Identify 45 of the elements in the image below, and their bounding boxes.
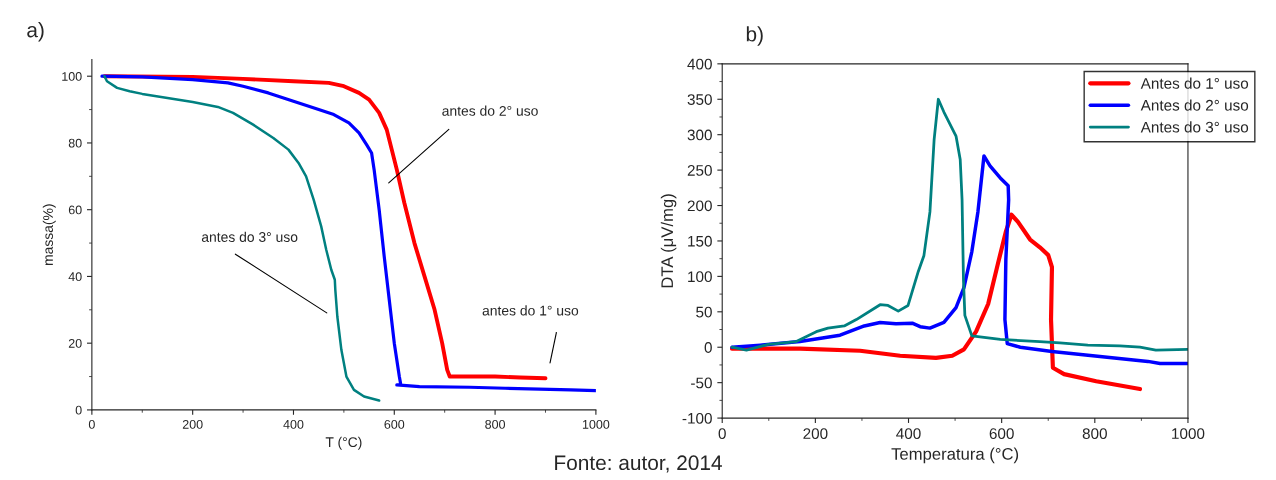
- chart-title: a): [27, 22, 44, 42]
- y-tick-label: 60: [68, 205, 82, 215]
- y-tick-label: 150: [688, 235, 712, 247]
- y-tick-label: 350: [687, 94, 712, 105]
- y-axis-title: massa(%): [42, 204, 56, 266]
- x-tick-label: 1000: [1172, 428, 1205, 440]
- x-tick-label: 200: [803, 428, 828, 440]
- y-tick-label: 20: [68, 338, 82, 348]
- x-tick-label: 800: [485, 419, 506, 429]
- x-tick-label: 400: [283, 419, 304, 429]
- y-tick-label: 300: [687, 129, 712, 141]
- y-tick-label: -100: [682, 412, 712, 424]
- y-tick-label: 100: [688, 271, 712, 283]
- line-series: [729, 212, 1143, 392]
- annotation: antes do 3° uso: [201, 231, 298, 242]
- x-tick-label: 600: [989, 428, 1014, 440]
- chart-title: b): [746, 26, 763, 46]
- y-tick-label: 100: [62, 72, 82, 81]
- source-note: Fonte: autor, 2014: [555, 455, 722, 473]
- y-tick-label: 80: [68, 138, 82, 148]
- annotation: antes do 2° uso: [442, 105, 538, 116]
- x-tick-label: 400: [896, 428, 921, 440]
- x-tick-label: 200: [182, 419, 203, 429]
- annotation: antes do 1° uso: [482, 305, 579, 316]
- x-axis-title: Temperatura (°C): [891, 447, 1019, 464]
- y-tick-label: 50: [696, 306, 712, 318]
- x-tick-label: 800: [1082, 428, 1107, 440]
- y-tick-label: 40: [68, 272, 82, 282]
- legend-label: Antes do 1° uso: [1140, 77, 1249, 89]
- x-tick-label: 0: [88, 419, 95, 429]
- legend-label: Antes do 2° uso: [1140, 99, 1249, 111]
- x-tick-label: 0: [718, 428, 726, 440]
- y-tick-label: 200: [687, 200, 712, 212]
- x-tick-label: 600: [384, 419, 405, 429]
- y-tick-label: 250: [687, 164, 712, 176]
- y-tick-label: 0: [704, 342, 712, 353]
- y-tick-label: 400: [687, 58, 712, 70]
- x-axis-title: T (°C): [325, 436, 362, 450]
- y-tick-label: 0: [75, 405, 82, 415]
- y-axis-title: DTA (μV/mg): [660, 194, 677, 288]
- x-tick-label: 1000: [582, 419, 610, 429]
- y-tick-label: -50: [691, 377, 712, 389]
- legend-label: Antes do 3° uso: [1140, 121, 1249, 133]
- line-series: [103, 74, 381, 402]
- line-series: [730, 154, 1188, 366]
